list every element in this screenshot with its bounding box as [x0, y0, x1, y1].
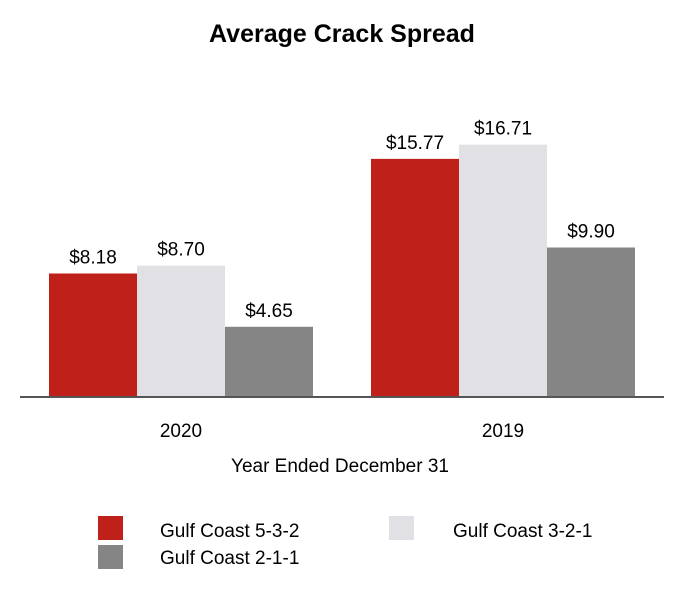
legend-swatch-gulf-coast-2-1-1	[98, 545, 123, 569]
bars-group	[49, 144, 635, 397]
x-tick-labels: 2020 2019	[160, 421, 524, 442]
value-label-gulf-coast-3-2-1-2020: $8.70	[157, 240, 205, 261]
chart-title: Average Crack Spread	[209, 20, 475, 48]
bar-gulf-coast-3-2-1-2019	[459, 144, 547, 397]
bar-gulf-coast-2-1-1-2020	[225, 326, 313, 397]
legend-label-gulf-coast-5-3-2: Gulf Coast 5-3-2	[160, 521, 299, 542]
legend-label-gulf-coast-3-2-1: Gulf Coast 3-2-1	[453, 521, 592, 542]
value-label-gulf-coast-3-2-1-2019: $16.71	[474, 119, 532, 140]
legend: Gulf Coast 5-3-2 Gulf Coast 3-2-1 Gulf Coa…	[98, 516, 592, 569]
x-axis-title: Year Ended December 31	[231, 456, 449, 477]
bar-gulf-coast-5-3-2-2019	[371, 158, 459, 397]
bar-gulf-coast-5-3-2-2020	[49, 273, 137, 397]
value-label-gulf-coast-5-3-2-2020: $8.18	[69, 247, 117, 268]
bar-gulf-coast-2-1-1-2019	[547, 247, 635, 397]
value-label-gulf-coast-5-3-2-2019: $15.77	[386, 133, 444, 154]
bar-gulf-coast-3-2-1-2020	[137, 265, 225, 397]
legend-swatch-gulf-coast-3-2-1	[389, 516, 414, 540]
value-label-gulf-coast-2-1-1-2020: $4.65	[245, 301, 293, 322]
value-label-gulf-coast-2-1-1-2019: $9.90	[567, 222, 615, 243]
legend-swatch-gulf-coast-5-3-2	[98, 516, 123, 540]
x-tick-label-2019: 2019	[482, 421, 524, 442]
value-labels-group: $8.18 $8.70 $4.65 $15.77 $16.71 $9.90	[69, 119, 615, 322]
legend-label-gulf-coast-2-1-1: Gulf Coast 2-1-1	[160, 548, 299, 569]
x-tick-label-2020: 2020	[160, 421, 202, 442]
